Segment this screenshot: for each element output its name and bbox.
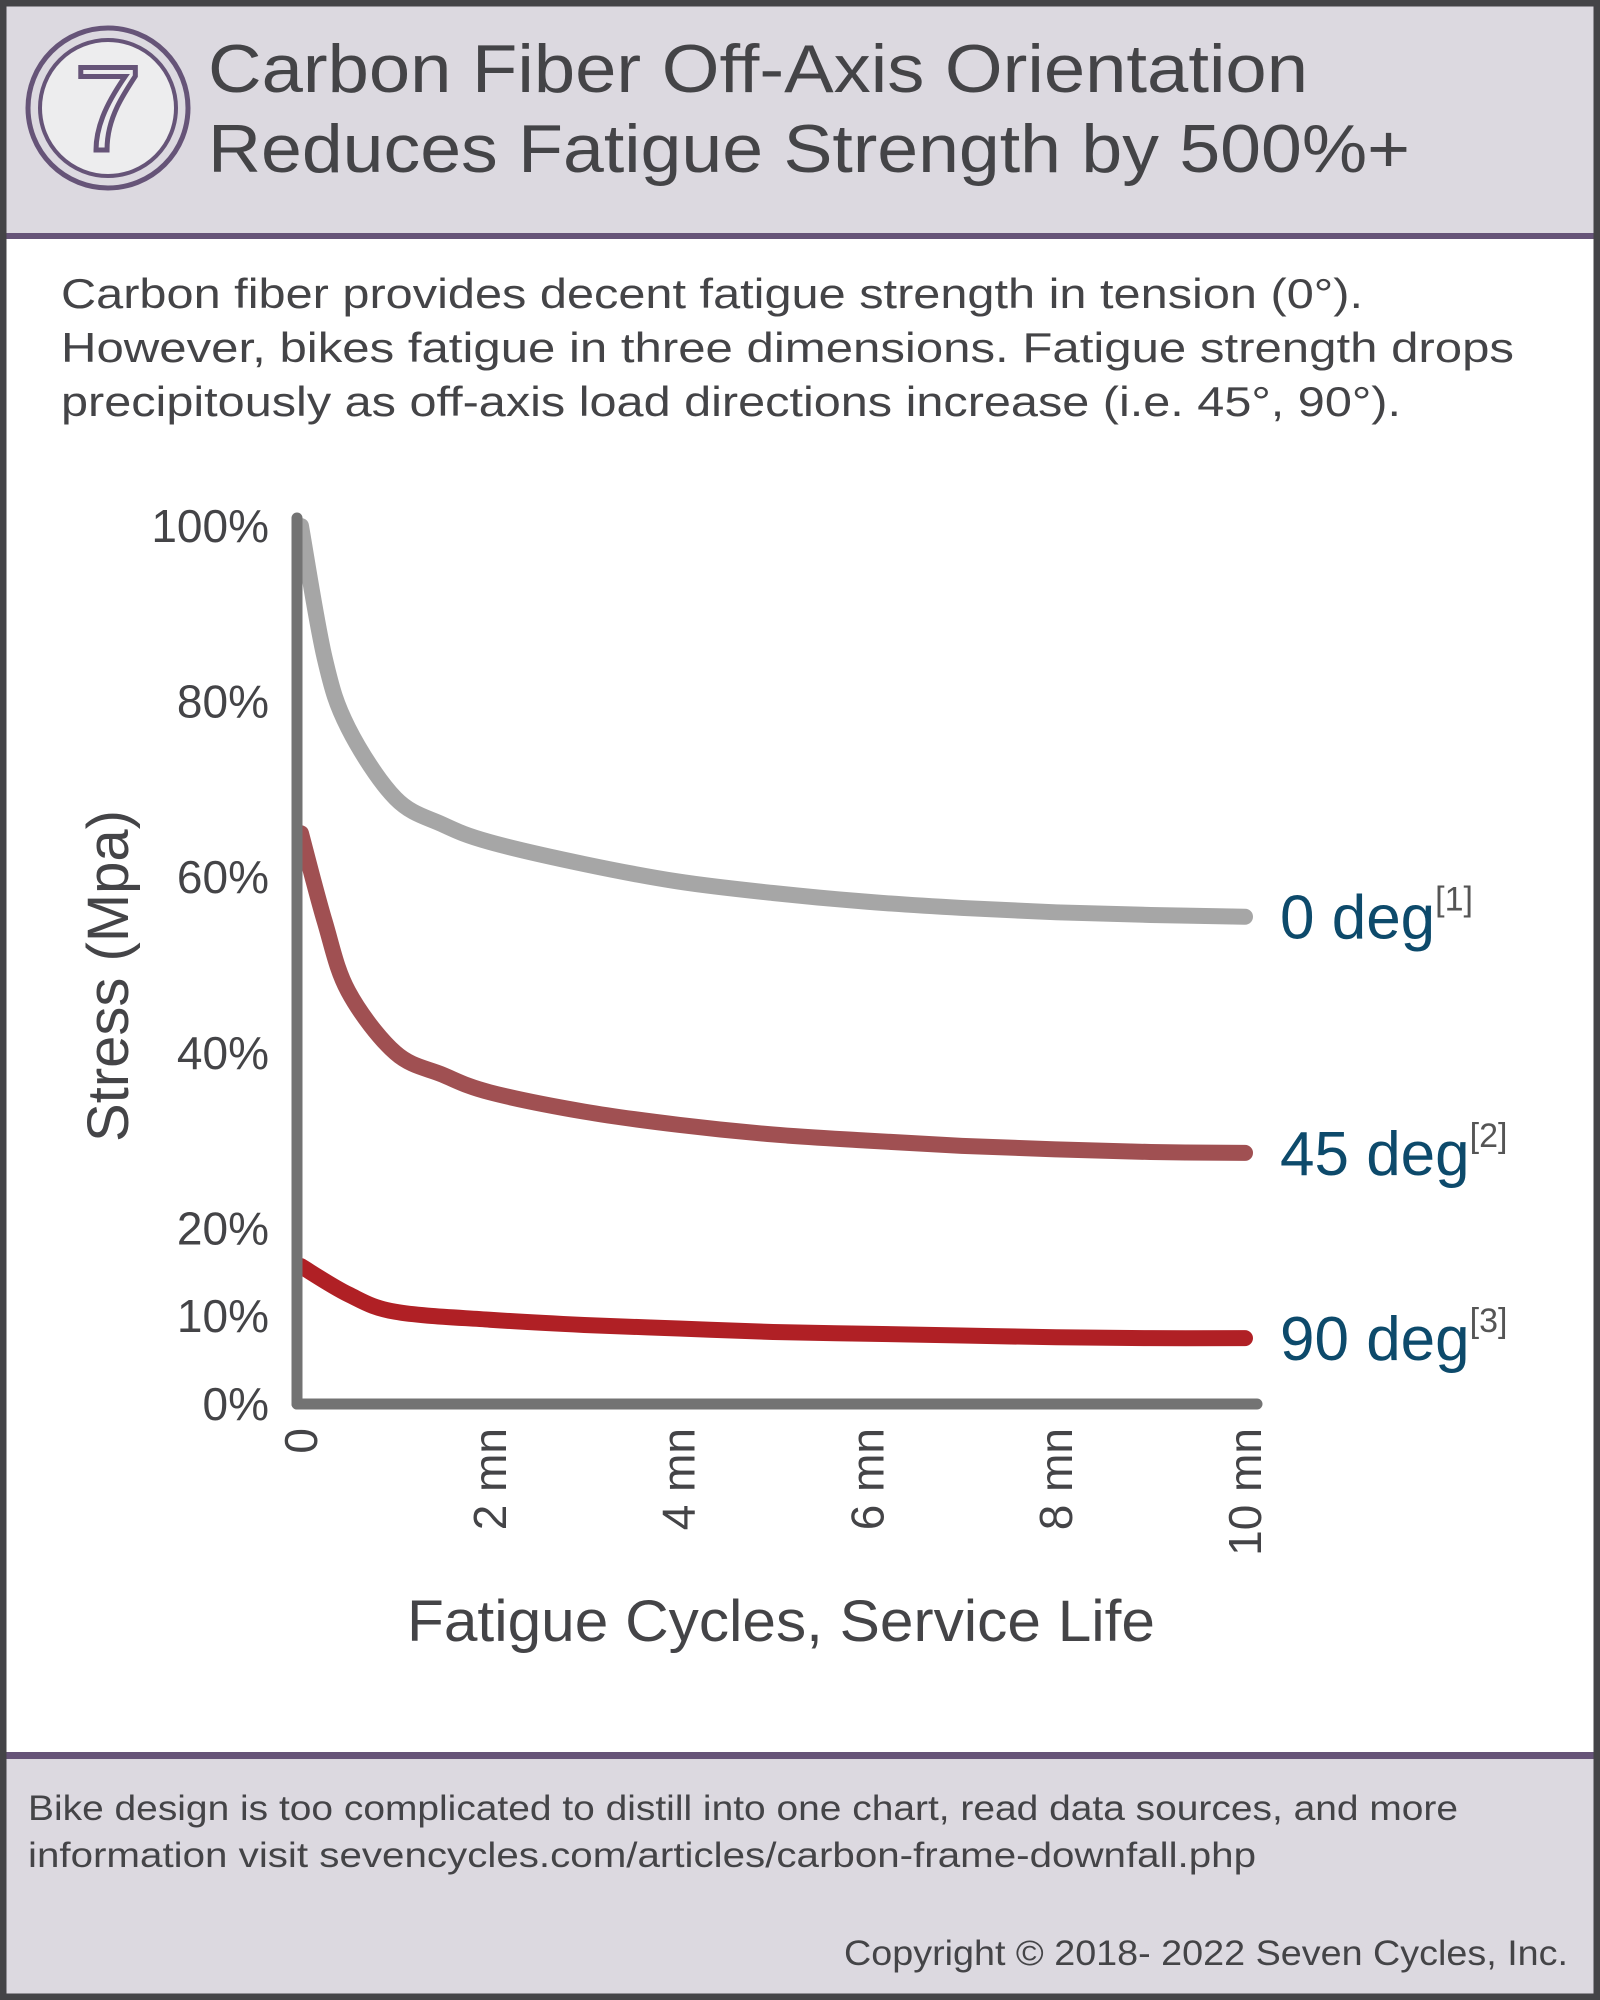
intro-line-1: Carbon fiber provides decent fatigue str… (61, 270, 1363, 317)
series-name: 0 deg (1280, 884, 1435, 953)
footer-note-line-2: information visit sevencycles.com/articl… (28, 1836, 1256, 1875)
y-tick-label: 40% (177, 1027, 269, 1079)
footer-note-line-1: Bike design is too complicated to distil… (28, 1789, 1458, 1828)
x-tick-label: 6 mn (841, 1428, 893, 1530)
x-tick-label: 8 mn (1030, 1428, 1082, 1530)
y-tick-label: 80% (177, 676, 269, 728)
header-divider (0, 233, 1600, 239)
series-lines (293, 518, 1253, 1347)
y-tick-labels: 0% 10% 20% 40% 60% 80% 100% (151, 500, 269, 1430)
seven-cycles-logo: 7 (25, 25, 191, 191)
reference-superscript: [3] (1470, 1302, 1508, 1340)
footer-divider (0, 1752, 1600, 1759)
y-tick-label: 0% (203, 1378, 269, 1430)
x-tick-label: 4 mn (653, 1428, 705, 1530)
y-axis-title: Stress (Mpa) (76, 810, 141, 1142)
svg-text:7: 7 (75, 42, 142, 176)
x-tick-labels: 0 2 mn 4 mn 6 mn 8 mn 10 mn (275, 1428, 1271, 1556)
page-title-line-1: Carbon Fiber Off-Axis Orientation (208, 31, 1308, 107)
footer-background (0, 1752, 1600, 2000)
reference-superscript: [1] (1435, 881, 1473, 919)
series-labels: 0 deg[1] 45 deg[2] 90 deg[3] (1280, 881, 1507, 1374)
series-line-0-deg (293, 518, 1253, 925)
reference-superscript: [2] (1470, 1117, 1508, 1155)
x-tick-label: 0 (275, 1428, 327, 1454)
y-tick-label: 60% (177, 851, 269, 903)
series-line-90-deg (293, 1258, 1253, 1347)
series-name: 90 deg (1280, 1305, 1470, 1374)
series-line-45-deg (293, 825, 1253, 1161)
series-label-0-deg: 0 deg[1] (1280, 881, 1473, 953)
intro-line-2: However, bikes fatigue in three dimensio… (61, 324, 1514, 371)
series-label-90-deg: 90 deg[3] (1280, 1302, 1507, 1374)
y-tick-label: 100% (151, 500, 269, 552)
series-name: 45 deg (1280, 1120, 1470, 1189)
x-tick-label: 10 mn (1219, 1428, 1271, 1556)
x-tick-label: 2 mn (464, 1428, 516, 1530)
series-label-45-deg: 45 deg[2] (1280, 1117, 1507, 1189)
axes (291, 512, 1263, 1410)
page-title-line-2: Reduces Fatigue Strength by 500%+ (208, 111, 1410, 187)
copyright: Copyright © 2018- 2022 Seven Cycles, Inc… (844, 1934, 1568, 1973)
y-tick-label: 10% (177, 1290, 269, 1342)
y-tick-label: 20% (177, 1202, 269, 1254)
x-axis-title: Fatigue Cycles, Service Life (407, 1589, 1155, 1654)
header-background (0, 0, 1600, 234)
fatigue-chart: 0% 10% 20% 40% 60% 80% 100% 0 2 mn 4 mn 6 mn 8 mn 1… (76, 500, 1507, 1654)
intro-line-3: precipitously as off-axis load direction… (61, 378, 1401, 425)
